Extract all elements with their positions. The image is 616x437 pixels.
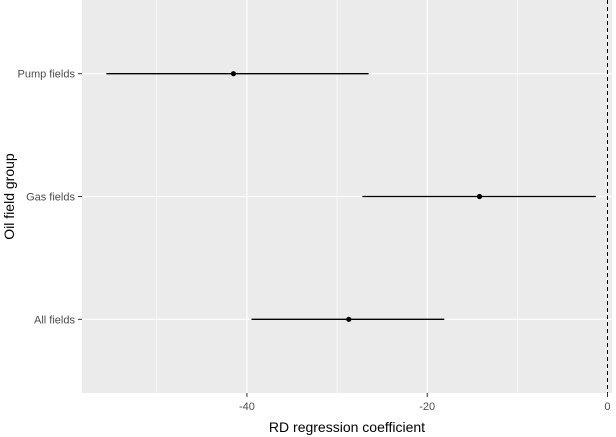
x-tick-label: -20 xyxy=(419,401,435,413)
estimate-point xyxy=(346,316,352,322)
y-tick-label: Pump fields xyxy=(18,69,76,81)
x-axis-ticks: -40 -20 0 xyxy=(239,393,611,413)
x-tick-label: 0 xyxy=(604,401,610,413)
x-tick-label: -40 xyxy=(239,401,255,413)
y-tick-label: All fields xyxy=(34,314,75,326)
estimate-point xyxy=(230,71,237,77)
estimate-point xyxy=(476,193,483,200)
x-axis-title: RD regression coefficient xyxy=(269,419,425,435)
y-tick-label: Gas fields xyxy=(26,192,75,204)
y-axis-ticks: All fields Gas fields Pump fields xyxy=(18,69,82,326)
estimate-marks xyxy=(106,71,596,322)
y-axis-title: Oil field group xyxy=(1,153,17,240)
